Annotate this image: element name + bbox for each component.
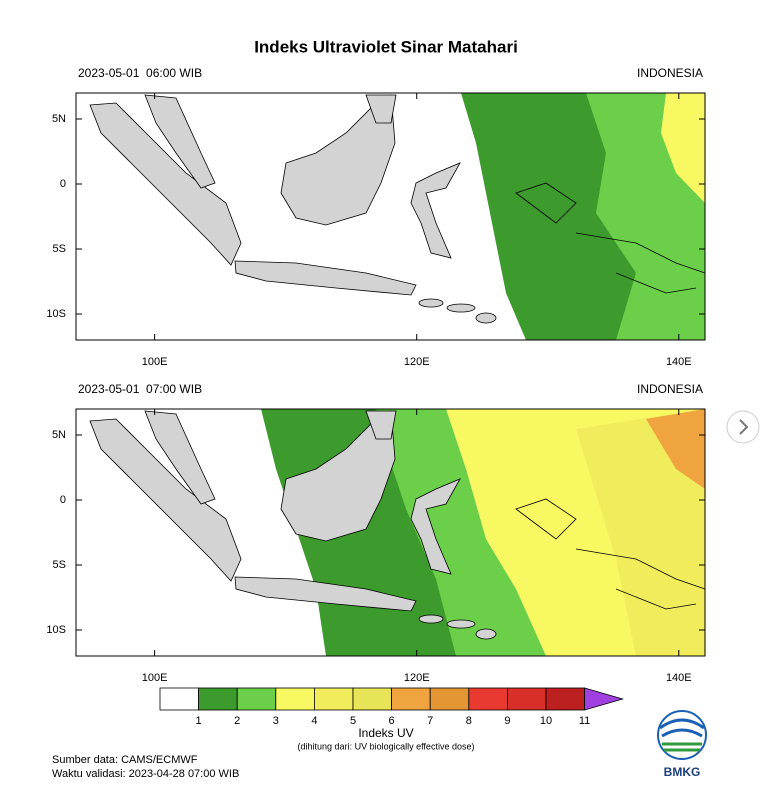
map-frame: [75, 408, 706, 657]
color-box: [159, 687, 199, 711]
color-box: [352, 687, 392, 711]
panel-time: 2023-05-01 06:00 WIB: [78, 66, 202, 80]
validity: Waktu validasi: 2023-04-28 07:00 WIB: [52, 768, 239, 780]
colorbar-tick-label: 7: [427, 715, 433, 727]
colorbar: 1 2 3 4 5 6 7 8 9 10 11: [159, 687, 625, 727]
lon-tick-label: 100E: [142, 672, 168, 684]
lon-tick-label: 140E: [666, 356, 692, 368]
color-arrow: [584, 687, 625, 711]
lat-tick-label: 0: [60, 494, 66, 506]
logo: BMKG: [657, 710, 707, 779]
next-button[interactable]: [726, 410, 760, 444]
panel-region: INDONESIA: [637, 66, 703, 80]
lon-tick-label: 120E: [404, 672, 430, 684]
color-box: [275, 687, 315, 711]
lat-tick-label: 0: [60, 178, 66, 190]
colorbar-note: (dihitung dari: UV biologically effectiv…: [298, 741, 475, 751]
color-box: [429, 687, 470, 711]
lon-tick-label: 100E: [142, 356, 168, 368]
color-box: [198, 687, 238, 711]
map-frame: [75, 92, 706, 341]
color-box: [236, 687, 277, 711]
colorbar-tick-label: 4: [311, 715, 317, 727]
colorbar-tick-label: 5: [350, 715, 356, 727]
uv-field: [646, 409, 705, 489]
lon-tick-label: 120E: [404, 356, 430, 368]
color-box: [506, 687, 547, 711]
map-panel: 5N 0 5S 10S 100E 120E 140E: [46, 408, 706, 684]
uv-field: [661, 93, 705, 203]
color-box: [468, 687, 508, 711]
lat-tick-label: 5S: [53, 243, 66, 255]
colorbar-tick-label: 10: [540, 715, 552, 727]
lat-tick-label: 5S: [53, 559, 66, 571]
colorbar-tick-label: 3: [273, 715, 279, 727]
colorbar-tick-label: 6: [389, 715, 395, 727]
lat-tick-label: 5N: [52, 113, 66, 125]
colorbar-tick-label: 2: [234, 715, 240, 727]
colorbar-tick-label: 11: [579, 715, 590, 727]
lon-tick-label: 140E: [666, 672, 692, 684]
source: Sumber data: CAMS/ECMWF: [52, 754, 198, 766]
map-panel: 5N 0 5S 10S 100E 120E 140E: [46, 92, 706, 368]
panel-time: 2023-05-01 07:00 WIB: [78, 382, 202, 396]
colorbar-tick-label: 1: [196, 715, 202, 727]
lat-tick-label: 10S: [46, 624, 66, 636]
colorbar-label: Indeks UV: [358, 726, 413, 740]
color-box: [391, 687, 431, 711]
colorbar-tick-label: 9: [504, 715, 510, 727]
colorbar-tick-label: 8: [466, 715, 472, 727]
uv-field: [576, 409, 705, 656]
lat-tick-label: 5N: [52, 429, 66, 441]
panel-region: INDONESIA: [637, 382, 703, 396]
logo-text: BMKG: [664, 765, 701, 779]
color-box: [313, 687, 354, 711]
lat-tick-label: 10S: [46, 308, 66, 320]
title: Indeks Ultraviolet Sinar Matahari: [254, 37, 518, 56]
color-box: [545, 687, 585, 711]
